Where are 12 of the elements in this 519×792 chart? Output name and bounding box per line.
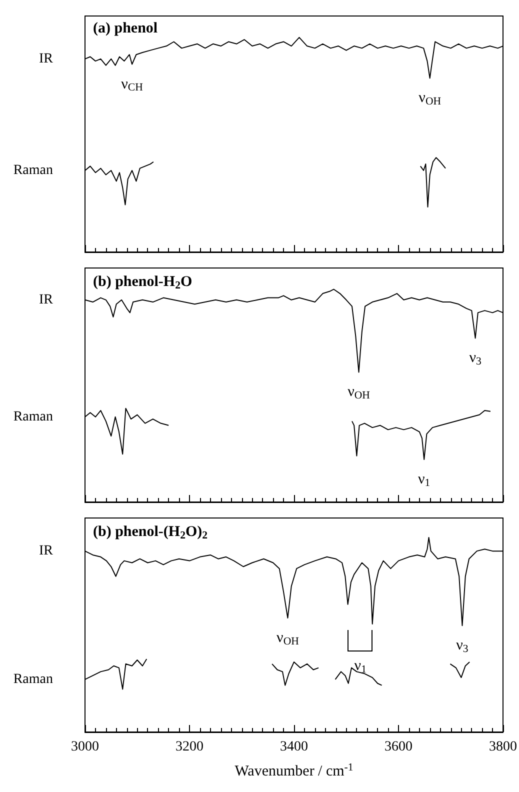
text: IR [39, 292, 54, 308]
text: Raman [13, 162, 53, 178]
text: IR [39, 51, 54, 66]
text: Raman [13, 409, 53, 424]
chart-title: (a) phenol [93, 20, 158, 36]
x-tick-label: 3000 [71, 740, 99, 754]
text: IR [39, 544, 54, 559]
x-tick-label: 3800 [489, 740, 517, 754]
x-tick-label: 3600 [384, 740, 412, 754]
text: Raman [13, 672, 53, 687]
x-tick-label: 3200 [176, 740, 204, 754]
x-tick-label: 3400 [280, 740, 308, 754]
